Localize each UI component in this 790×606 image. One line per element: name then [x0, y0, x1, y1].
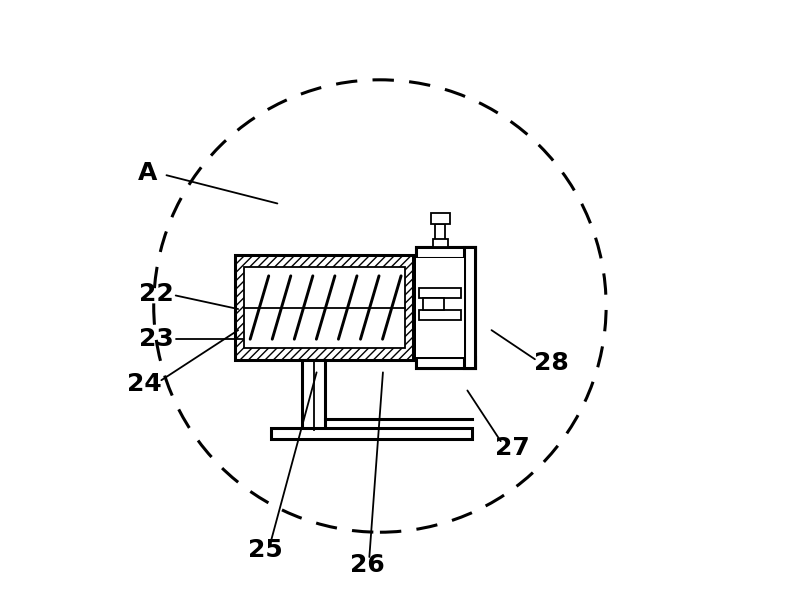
Bar [271, 428, 472, 439]
Bar [416, 258, 465, 357]
Bar [302, 361, 325, 430]
Bar [413, 295, 416, 321]
Bar [432, 239, 448, 247]
Text: 26: 26 [351, 553, 386, 578]
Bar [243, 267, 404, 348]
Bar [465, 247, 476, 368]
Bar [419, 310, 461, 319]
Bar [235, 255, 413, 361]
Text: 25: 25 [248, 538, 283, 562]
Bar [419, 288, 461, 298]
Text: 23: 23 [139, 327, 174, 351]
Bar [435, 224, 445, 247]
Bar [416, 247, 476, 258]
Text: 27: 27 [495, 436, 530, 460]
Bar [416, 357, 476, 368]
Text: 22: 22 [139, 282, 174, 306]
Text: A: A [138, 161, 157, 185]
Bar [423, 298, 445, 310]
Bar [431, 213, 450, 224]
Bar [416, 247, 476, 368]
Text: 28: 28 [535, 351, 570, 375]
Text: 24: 24 [127, 373, 162, 396]
